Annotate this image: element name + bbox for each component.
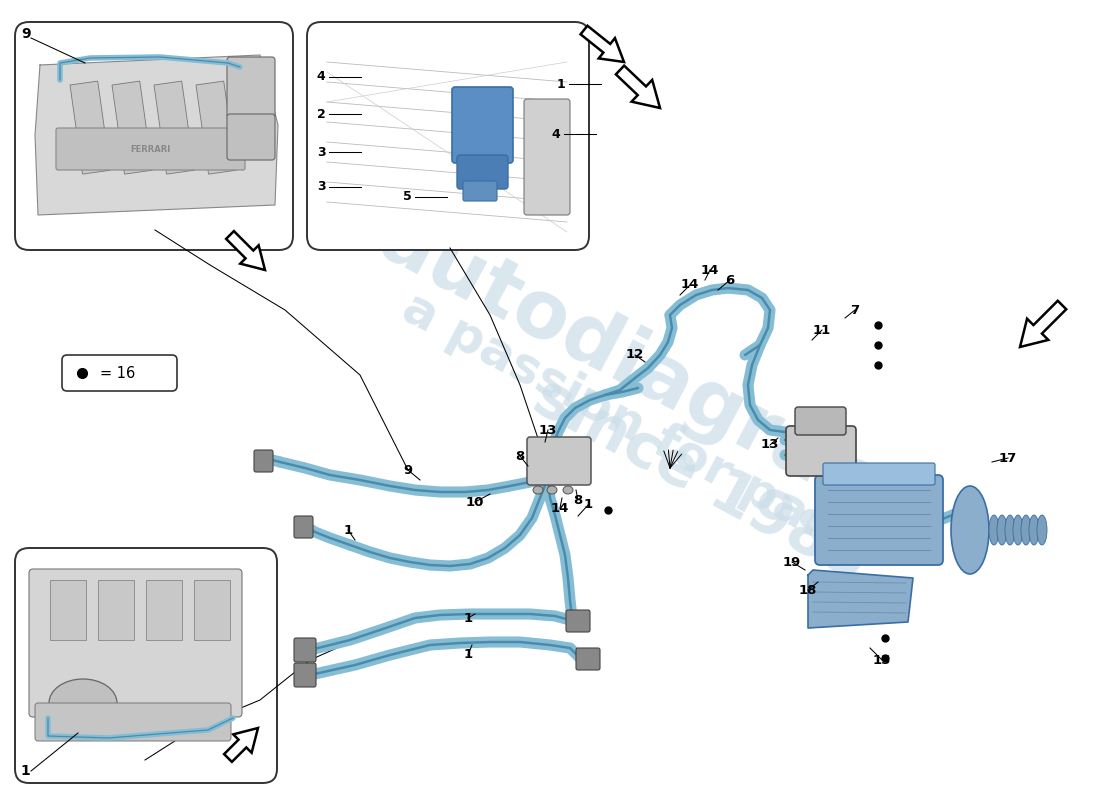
Text: 9: 9 <box>404 463 412 477</box>
Bar <box>154 81 195 174</box>
Text: 1: 1 <box>583 498 593 511</box>
FancyArrow shape <box>227 231 265 270</box>
Ellipse shape <box>1013 515 1023 545</box>
Polygon shape <box>35 55 278 215</box>
Text: 10: 10 <box>465 495 484 509</box>
Text: 1: 1 <box>463 611 473 625</box>
Polygon shape <box>808 570 913 628</box>
Text: a passion for parts: a passion for parts <box>394 284 886 576</box>
FancyBboxPatch shape <box>35 703 231 741</box>
Text: 18: 18 <box>799 583 817 597</box>
Bar <box>112 81 152 174</box>
Text: 14: 14 <box>681 278 700 291</box>
FancyBboxPatch shape <box>524 99 570 215</box>
Text: 4: 4 <box>317 70 326 83</box>
Text: 14: 14 <box>701 263 719 277</box>
Bar <box>196 81 236 174</box>
Text: 5: 5 <box>403 190 411 203</box>
FancyBboxPatch shape <box>56 128 245 170</box>
FancyBboxPatch shape <box>307 22 588 250</box>
FancyBboxPatch shape <box>566 610 590 632</box>
Text: 7: 7 <box>850 303 859 317</box>
Ellipse shape <box>1028 515 1040 545</box>
Ellipse shape <box>563 486 573 494</box>
Ellipse shape <box>534 486 543 494</box>
FancyBboxPatch shape <box>452 87 513 163</box>
Bar <box>70 81 110 174</box>
FancyBboxPatch shape <box>294 663 316 687</box>
Ellipse shape <box>1021 515 1031 545</box>
FancyBboxPatch shape <box>62 355 177 391</box>
Text: 13: 13 <box>539 423 558 437</box>
Text: 12: 12 <box>626 349 645 362</box>
FancyBboxPatch shape <box>227 57 275 118</box>
Ellipse shape <box>1005 515 1015 545</box>
Text: 4: 4 <box>551 127 560 141</box>
Text: 3: 3 <box>317 146 326 158</box>
Text: 3: 3 <box>317 181 326 194</box>
Text: 2: 2 <box>317 107 326 121</box>
Ellipse shape <box>989 515 999 545</box>
Text: FERRARI: FERRARI <box>130 146 170 154</box>
FancyBboxPatch shape <box>815 475 943 565</box>
FancyBboxPatch shape <box>786 426 856 476</box>
Text: autodiagram: autodiagram <box>365 199 915 541</box>
Text: since 1985: since 1985 <box>522 367 877 593</box>
Text: 1: 1 <box>20 764 30 778</box>
Text: 17: 17 <box>999 451 1018 465</box>
Text: 1: 1 <box>463 649 473 662</box>
FancyArrow shape <box>616 66 660 108</box>
FancyBboxPatch shape <box>15 22 293 250</box>
Text: 14: 14 <box>551 502 569 514</box>
FancyBboxPatch shape <box>576 648 600 670</box>
FancyBboxPatch shape <box>227 114 275 160</box>
Ellipse shape <box>547 486 557 494</box>
Text: 1: 1 <box>557 78 565 90</box>
FancyBboxPatch shape <box>456 155 508 189</box>
Ellipse shape <box>997 515 1006 545</box>
FancyArrow shape <box>581 26 624 62</box>
FancyBboxPatch shape <box>795 407 846 435</box>
Bar <box>194 580 230 640</box>
FancyBboxPatch shape <box>15 548 277 783</box>
Bar <box>50 580 86 640</box>
FancyBboxPatch shape <box>294 638 316 662</box>
FancyArrow shape <box>1020 301 1066 347</box>
FancyBboxPatch shape <box>29 569 242 717</box>
Text: 19: 19 <box>783 555 801 569</box>
Bar <box>146 580 182 640</box>
Text: 8: 8 <box>516 450 525 462</box>
Text: 13: 13 <box>761 438 779 451</box>
Text: = 16: = 16 <box>100 366 135 381</box>
Text: 11: 11 <box>813 323 832 337</box>
FancyBboxPatch shape <box>527 437 591 485</box>
FancyBboxPatch shape <box>463 181 497 201</box>
Text: 1: 1 <box>343 523 353 537</box>
Text: 6: 6 <box>725 274 735 286</box>
Text: 9: 9 <box>21 27 31 41</box>
Text: 8: 8 <box>573 494 583 506</box>
Bar <box>98 580 134 640</box>
FancyBboxPatch shape <box>294 516 313 538</box>
FancyBboxPatch shape <box>823 463 935 485</box>
Ellipse shape <box>50 679 117 727</box>
FancyArrow shape <box>224 728 258 762</box>
FancyBboxPatch shape <box>254 450 273 472</box>
Ellipse shape <box>952 486 989 574</box>
Text: 15: 15 <box>873 654 891 666</box>
Ellipse shape <box>1037 515 1047 545</box>
